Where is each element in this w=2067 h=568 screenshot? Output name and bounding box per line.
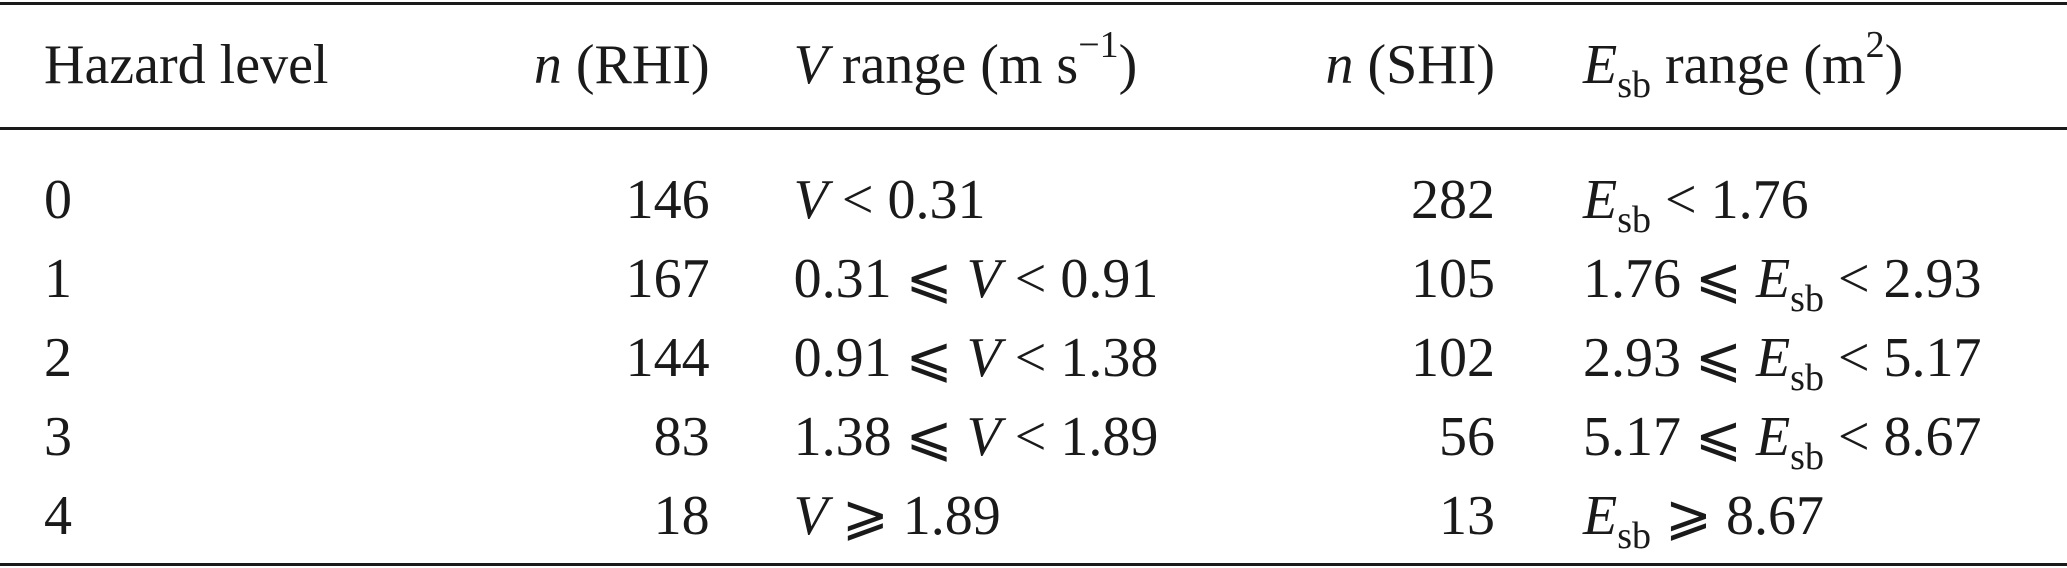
- header-rule: [0, 127, 2067, 130]
- bottom-rule: [0, 563, 2067, 566]
- cell-esb-range: Esb < 1.76: [1583, 168, 1809, 241]
- cell-esb-range: 5.17 ⩽ Esb < 8.67: [1583, 405, 1982, 478]
- cell-level: 2: [44, 326, 72, 389]
- cell-n-rhi: 18: [653, 484, 710, 547]
- cell-n-shi: 56: [1439, 405, 1496, 468]
- header-n-rhi: n (RHI): [533, 34, 710, 96]
- data-table: Hazard level n (RHI) V range (m s−1) n (…: [0, 0, 2067, 555]
- cell-level: 0: [44, 168, 72, 231]
- cell-level: 4: [44, 484, 72, 547]
- cell-v-range: V < 0.31: [793, 168, 986, 231]
- cell-v-range: 0.91 ⩽ V < 1.38: [793, 326, 1159, 389]
- header-esb-range: Esb range (m2): [1583, 24, 1904, 106]
- table-row: 1 167 0.31 ⩽ V < 0.91 105 1.76 ⩽ Esb < 2…: [0, 239, 2067, 318]
- table-row: 0 146 V < 0.31 282 Esb < 1.76: [0, 130, 2067, 239]
- cell-n-rhi: 146: [625, 168, 710, 231]
- cell-level: 1: [44, 247, 72, 310]
- cell-n-shi: 102: [1411, 326, 1496, 389]
- cell-n-rhi: 144: [625, 326, 710, 389]
- cell-esb-range: 2.93 ⩽ Esb < 5.17: [1583, 326, 1982, 399]
- header-row: Hazard level n (RHI) V range (m s−1) n (…: [0, 0, 2067, 130]
- header-n-shi: n (SHI): [1325, 34, 1496, 96]
- cell-n-rhi: 167: [625, 247, 710, 310]
- cell-n-shi: 13: [1439, 484, 1496, 547]
- header-hazard-level: Hazard level: [44, 34, 329, 96]
- top-rule: [0, 2, 2067, 5]
- cell-v-range: V ⩾ 1.89: [793, 484, 1001, 547]
- cell-esb-range: Esb ⩾ 8.67: [1583, 484, 1824, 557]
- cell-n-rhi: 83: [653, 405, 710, 468]
- cell-v-range: 1.38 ⩽ V < 1.89: [793, 405, 1159, 468]
- cell-v-range: 0.31 ⩽ V < 0.91: [793, 247, 1159, 310]
- cell-esb-range: 1.76 ⩽ Esb < 2.93: [1583, 247, 1982, 320]
- cell-n-shi: 105: [1411, 247, 1496, 310]
- cell-n-shi: 282: [1411, 168, 1496, 231]
- header-v-range: V range (m s−1): [793, 24, 1138, 96]
- cell-level: 3: [44, 405, 72, 468]
- table-row: 4 18 V ⩾ 1.89 13 Esb ⩾ 8.67: [0, 476, 2067, 555]
- table-row: 3 83 1.38 ⩽ V < 1.89 56 5.17 ⩽ Esb < 8.6…: [0, 397, 2067, 476]
- table-row: 2 144 0.91 ⩽ V < 1.38 102 2.93 ⩽ Esb < 5…: [0, 318, 2067, 397]
